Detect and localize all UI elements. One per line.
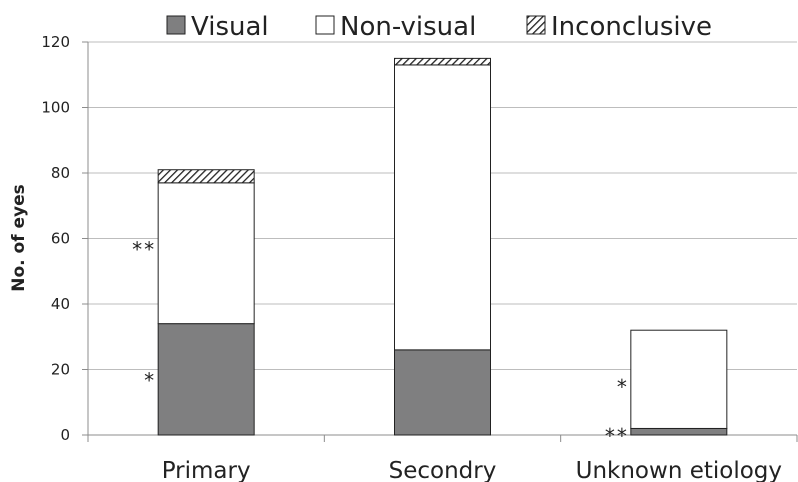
bar-segment-inconclusive (157, 169, 255, 184)
y-tick-label: 120 (41, 33, 70, 51)
significance-marker: * (617, 375, 629, 399)
legend-label: Visual (191, 12, 269, 42)
legend-swatch (166, 15, 186, 35)
significance-marker: * (144, 368, 156, 392)
annotations: *** *** (132, 237, 629, 448)
bar-segment-visual (157, 323, 255, 436)
bar-segment-inconclusive (394, 57, 491, 66)
significance-marker: ** (132, 237, 156, 261)
y-axis-title: No. of eyes (9, 184, 29, 292)
category-labels: Primary Secondry Unknown etiology (162, 458, 782, 482)
y-tick-label: 0 (60, 426, 70, 444)
y-tick-label: 20 (51, 361, 70, 379)
y-tick-label: 60 (51, 230, 70, 248)
y-tick-label: 80 (51, 164, 70, 182)
y-tick-label: 40 (51, 295, 70, 313)
category-label: Secondry (389, 458, 497, 482)
legend-swatch (526, 15, 546, 35)
legend-label: Inconclusive (551, 12, 712, 42)
bar-segment-non-visual (630, 329, 728, 429)
category-label: Unknown etiology (576, 458, 782, 482)
significance-marker: ** (605, 424, 629, 448)
bar-segment-non-visual (394, 64, 491, 351)
bar-segment-visual (630, 427, 728, 436)
bar-segment-visual (394, 349, 491, 436)
legend: Visual Non-visual Inconclusive (166, 12, 712, 42)
bars (157, 57, 728, 436)
y-tick-label: 100 (41, 99, 70, 117)
category-label: Primary (162, 458, 251, 482)
legend-label: Non-visual (340, 12, 476, 42)
legend-swatch (315, 15, 335, 35)
y-tick-labels: 0 20 40 60 80 100 120 (41, 33, 70, 444)
bar-segment-non-visual (157, 182, 255, 325)
